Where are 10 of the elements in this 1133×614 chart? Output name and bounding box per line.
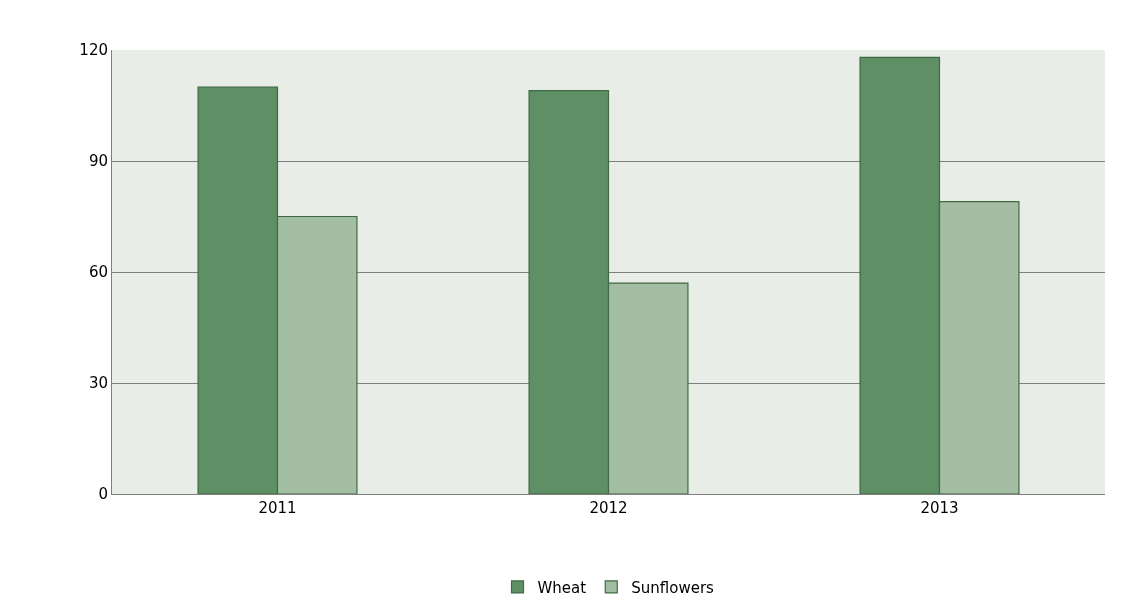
y-tick-label: 60 [88, 263, 108, 282]
x-tick-label: 2012 [589, 499, 628, 517]
legend-label: Wheat [537, 578, 587, 597]
legend-label: Sunflowers [631, 578, 715, 597]
x-tick-label: 2011 [258, 499, 297, 517]
x-tick-label: 2013 [920, 499, 959, 517]
y-tick-label: 30 [88, 374, 108, 393]
y-tick-label: 90 [88, 152, 108, 171]
y-tick-label: 120 [79, 41, 108, 60]
y-tick-label: 0 [98, 485, 108, 504]
